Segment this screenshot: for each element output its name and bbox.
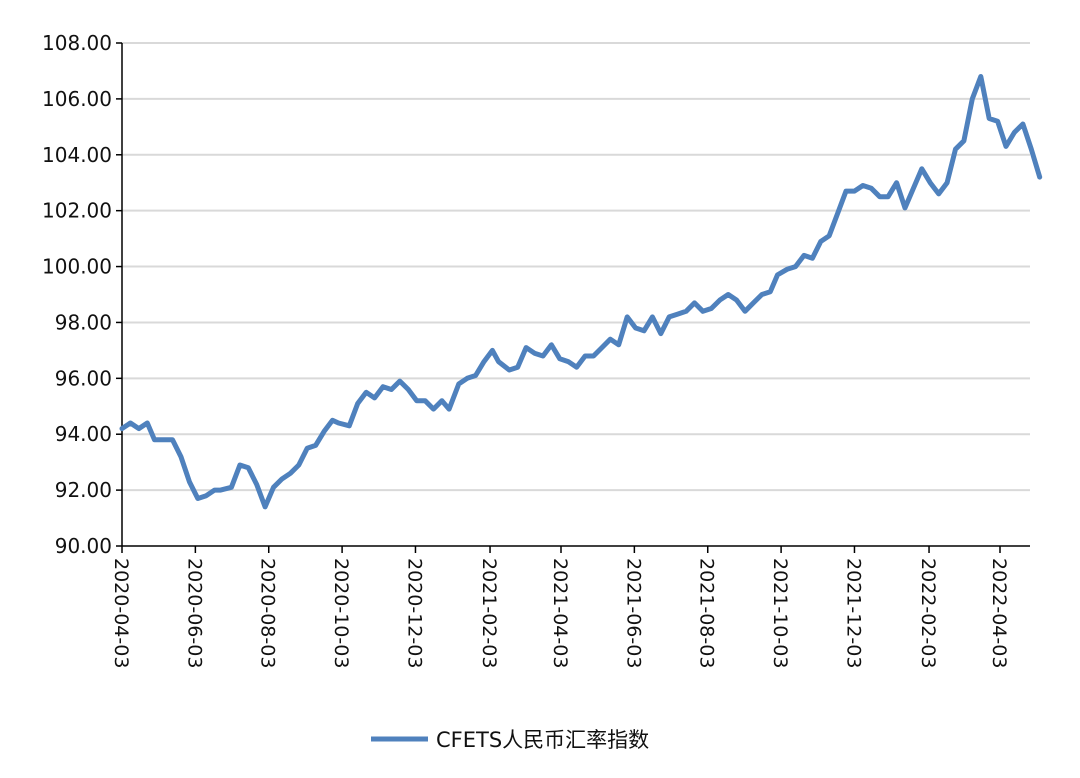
x-tick: 2021-12-03 [842,546,864,668]
y-tick-label: 98.00 [55,310,112,334]
x-tick-label: 2020-08-03 [257,558,279,668]
x-tick-label: 2020-10-03 [330,558,352,668]
x-tick-label: 2020-12-03 [403,558,425,668]
legend: CFETS人民币汇率指数 [371,728,649,752]
x-tick-label: 2021-10-03 [769,558,791,668]
series-layer [119,74,1043,510]
y-tick-label: 106.00 [42,87,112,111]
x-tick: 2021-02-03 [478,546,500,668]
x-tick-label: 2020-04-03 [110,558,132,668]
y-tick-label: 94.00 [55,422,112,446]
y-tick-label: 108.00 [42,31,112,55]
y-tick: 90.00 [55,534,122,558]
series-line-cfets [119,74,1043,510]
x-axis-ticks: 2020-04-03 2020-06-03 2020-08-03 2020-10-03… [110,546,1010,668]
x-tick-label: 2022-04-03 [988,558,1010,668]
x-tick: 2020-04-03 [110,546,132,668]
y-tick-label: 102.00 [42,199,112,223]
legend-label: CFETS人民币汇率指数 [436,728,649,752]
x-tick: 2020-06-03 [183,546,205,668]
y-tick: 104.00 [42,143,122,167]
gridlines [122,42,1030,492]
x-tick: 2022-02-03 [917,546,939,668]
x-tick: 2022-04-03 [988,546,1010,668]
x-tick: 2021-04-03 [549,546,571,668]
y-tick: 92.00 [55,478,122,502]
x-tick: 2021-08-03 [696,546,718,668]
x-tick-label: 2021-08-03 [696,558,718,668]
x-tick-label: 2022-02-03 [917,558,939,668]
y-tick-label: 92.00 [55,478,112,502]
y-tick-label: 100.00 [42,255,112,279]
y-axis-ticks: 90.00 92.00 94.00 96.00 98.00 100.00 102.00 104… [42,31,122,558]
x-tick-label: 2020-06-03 [183,558,205,668]
x-tick: 2021-06-03 [622,546,644,668]
y-tick: 108.00 [42,31,122,55]
x-tick: 2020-12-03 [403,546,425,668]
y-tick: 106.00 [42,87,122,111]
y-tick-label: 96.00 [55,366,112,390]
y-tick-label: 90.00 [55,534,112,558]
y-tick: 96.00 [55,366,122,390]
x-tick-label: 2021-06-03 [622,558,644,668]
y-tick: 100.00 [42,255,122,279]
y-tick: 102.00 [42,199,122,223]
x-tick: 2020-08-03 [257,546,279,668]
x-tick: 2021-10-03 [769,546,791,668]
y-tick: 94.00 [55,422,122,446]
x-tick-label: 2021-12-03 [842,558,864,668]
x-tick: 2020-10-03 [330,546,352,668]
x-tick-label: 2021-04-03 [549,558,571,668]
x-tick-label: 2021-02-03 [478,558,500,668]
y-tick: 98.00 [55,310,122,334]
y-tick-label: 104.00 [42,143,112,167]
